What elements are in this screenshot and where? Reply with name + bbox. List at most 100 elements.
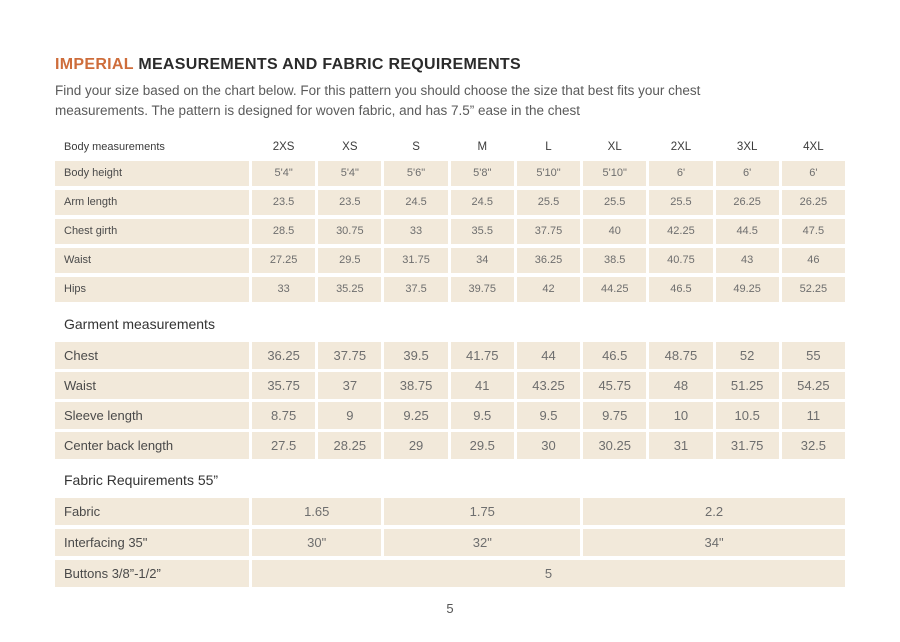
table-cell: 25.5 [583, 189, 647, 215]
table-cell: 27.25 [252, 247, 316, 273]
intro-text-line2: measurements. The pattern is designed fo… [55, 103, 581, 119]
table-cell: 6' [781, 160, 845, 186]
table-cell: 38.75 [384, 371, 448, 399]
table-cell-merged: 1.75 [384, 497, 581, 525]
size-table-header-label: Body measurements [64, 140, 165, 153]
row-label: Chest [55, 341, 249, 369]
table-cell: 26.25 [781, 189, 845, 215]
table-cell: 5'10" [516, 160, 581, 186]
table-cell: 27.5 [252, 431, 316, 459]
table-cell-merged: 1.65 [252, 497, 382, 525]
table-cell: 49.25 [715, 276, 779, 302]
table-cell: 39.75 [450, 276, 514, 302]
table-cell: 44.25 [583, 276, 647, 302]
size-column-header: 2XL [670, 140, 692, 153]
table-cell-merged: 5 [252, 559, 845, 587]
size-column-header: XL [607, 140, 622, 153]
table-cell: 33 [252, 276, 316, 302]
row-label: Sleeve length [55, 401, 249, 429]
garment-table: Chest 36.25 37.75 39.5 41.75 44 46.5 48.75 52 55 W… [55, 341, 845, 459]
table-cell: 9 [318, 401, 382, 429]
table-cell: 38.5 [583, 247, 647, 273]
garment-section-heading: Garment measurements [64, 315, 215, 332]
table-cell: 42.25 [649, 218, 713, 244]
table-cell: 5'6" [384, 160, 448, 186]
row-label: Hips [55, 276, 249, 302]
table-cell-merged: 32" [384, 528, 581, 556]
fabric-section-heading: Fabric Requirements 55” [64, 471, 219, 488]
table-cell: 6' [715, 160, 779, 186]
size-column-header: XS [342, 140, 358, 153]
table-cell: 5'4" [252, 160, 316, 186]
row-label: Buttons 3/8”-1/2” [55, 559, 249, 587]
page-content: IMPERIAL MEASUREMENTS AND FABRIC REQUIRE… [55, 56, 845, 587]
table-cell: 54.25 [781, 371, 845, 399]
row-label: Fabric [55, 497, 249, 525]
table-cell: 32.5 [781, 431, 845, 459]
table-cell: 24.5 [384, 189, 448, 215]
table-cell: 30.75 [318, 218, 382, 244]
table-cell-merged: 34" [583, 528, 845, 556]
table-cell: 37.5 [384, 276, 448, 302]
table-cell: 37 [318, 371, 382, 399]
table-cell: 28.5 [252, 218, 316, 244]
table-cell: 41.75 [450, 341, 514, 369]
table-cell: 43.25 [516, 371, 581, 399]
table-cell: 48 [649, 371, 713, 399]
table-cell: 23.5 [252, 189, 316, 215]
size-column-header: S [412, 140, 420, 153]
table-cell: 46.5 [583, 341, 647, 369]
table-cell: 26.25 [715, 189, 779, 215]
table-cell: 47.5 [781, 218, 845, 244]
page-title-rest: MEASUREMENTS AND FABRIC REQUIREMENTS [138, 56, 521, 73]
size-column-header: L [545, 140, 552, 153]
table-cell: 40 [583, 218, 647, 244]
page-number: 5 [446, 601, 454, 616]
table-cell: 10 [649, 401, 713, 429]
row-label: Chest girth [55, 218, 249, 244]
row-label: Center back length [55, 431, 249, 459]
table-cell: 9.5 [450, 401, 514, 429]
table-cell: 35.5 [450, 218, 514, 244]
table-cell: 29 [384, 431, 448, 459]
fabric-table: Fabric 1.65 1.75 2.2 Interfacing 35" 30" 32" 34… [55, 497, 845, 587]
table-cell: 5'10" [583, 160, 647, 186]
table-cell: 37.75 [516, 218, 581, 244]
table-cell: 51.25 [715, 371, 779, 399]
table-cell: 52 [715, 341, 779, 369]
table-cell: 31 [649, 431, 713, 459]
row-label: Body height [55, 160, 249, 186]
table-cell: 23.5 [318, 189, 382, 215]
table-cell: 46 [781, 247, 845, 273]
size-column-header: 4XL [803, 140, 824, 153]
table-cell: 9.75 [583, 401, 647, 429]
table-cell: 30 [516, 431, 581, 459]
page-title-highlight: IMPERIAL [55, 56, 134, 73]
size-column-header: 2XS [272, 140, 295, 153]
table-cell: 43 [715, 247, 779, 273]
page-title: IMPERIAL MEASUREMENTS AND FABRIC REQUIRE… [55, 56, 845, 74]
table-cell: 28.25 [318, 431, 382, 459]
table-cell: 39.5 [384, 341, 448, 369]
size-column-header: M [477, 140, 488, 153]
table-cell: 52.25 [781, 276, 845, 302]
table-cell: 41 [450, 371, 514, 399]
table-cell: 9.5 [516, 401, 581, 429]
row-label: Arm length [55, 189, 249, 215]
table-cell: 37.75 [318, 341, 382, 369]
table-cell: 25.5 [516, 189, 581, 215]
table-cell: 5'8" [450, 160, 514, 186]
table-cell: 55 [781, 341, 845, 369]
table-cell: 9.25 [384, 401, 448, 429]
table-cell: 44.5 [715, 218, 779, 244]
table-cell: 5'4" [318, 160, 382, 186]
table-cell: 31.75 [715, 431, 779, 459]
row-label: Waist [55, 371, 249, 399]
table-cell: 36.25 [516, 247, 581, 273]
table-cell: 42 [516, 276, 581, 302]
table-cell: 31.75 [384, 247, 448, 273]
row-label: Interfacing 35" [55, 528, 249, 556]
table-cell: 46.5 [649, 276, 713, 302]
table-cell: 24.5 [450, 189, 514, 215]
intro-text-line1: Find your size based on the chart below.… [55, 83, 701, 98]
